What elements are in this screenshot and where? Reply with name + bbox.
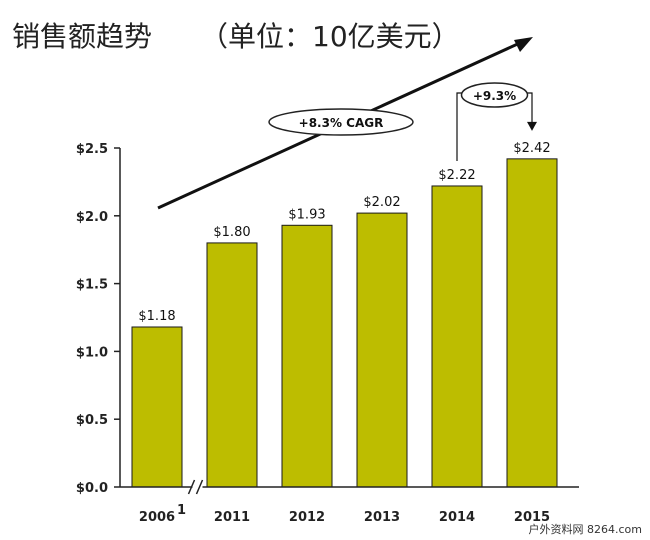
x-category-footnote: 1 [177,503,186,518]
x-category-label: 2013 [364,510,400,525]
data-label-2014: $2.22 [438,168,475,183]
data-label-2011: $1.80 [213,225,250,240]
data-labels: $1.18 $1.80 $1.93 $2.02 $2.22 $2.42 [138,141,550,324]
x-category-label: 2006 [139,510,175,525]
x-category-label: 2012 [289,510,325,525]
y-tick-label: $2.0 [76,210,108,225]
bar-2012 [281,224,333,488]
data-label-2006: $1.18 [138,309,175,324]
x-category-label: 2015 [514,510,550,525]
chart-title: 销售额趋势 [12,20,152,53]
axis-break-icon [187,479,196,495]
cagr-arrow-head-icon [514,37,533,52]
x-category-label: 2011 [214,510,250,525]
watermark: 户外资料网 8264.com [529,522,642,536]
x-category-label: 2014 [439,510,475,525]
y-axis: $0.0 $0.5 $1.0 $1.5 $2.0 $2.5 [76,142,121,496]
bar-2015 [506,158,558,488]
yoy-bubble [460,82,529,108]
y-tick-label: $2.5 [76,142,108,157]
bar-2006 [131,326,183,488]
chart-unit: （单位：10亿美元） [200,20,460,53]
y-tick-label: $1.5 [76,278,108,293]
yoy-annotation: +9.3% [456,82,537,161]
bar-2011 [206,242,258,488]
yoy-label: +9.3% [473,89,516,103]
bar-2014 [431,185,483,488]
bar-2013 [356,212,408,488]
bars [131,158,558,488]
axis-break-icon [195,479,204,495]
cagr-annotation: +8.3% CAGR [157,37,533,210]
x-axis: 2006 1 2011 2012 2013 2014 2015 [120,479,579,525]
y-tick-label: $1.0 [76,345,108,360]
y-tick-label: $0.5 [76,413,108,428]
data-label-2012: $1.93 [288,207,325,222]
cagr-bubble [268,108,414,136]
data-label-2015: $2.42 [513,141,550,156]
cagr-label: +8.3% CAGR [299,116,384,130]
y-tick-label: $0.0 [76,481,108,496]
data-label-2013: $2.02 [363,195,400,210]
yoy-arrow-head-icon [527,121,537,131]
